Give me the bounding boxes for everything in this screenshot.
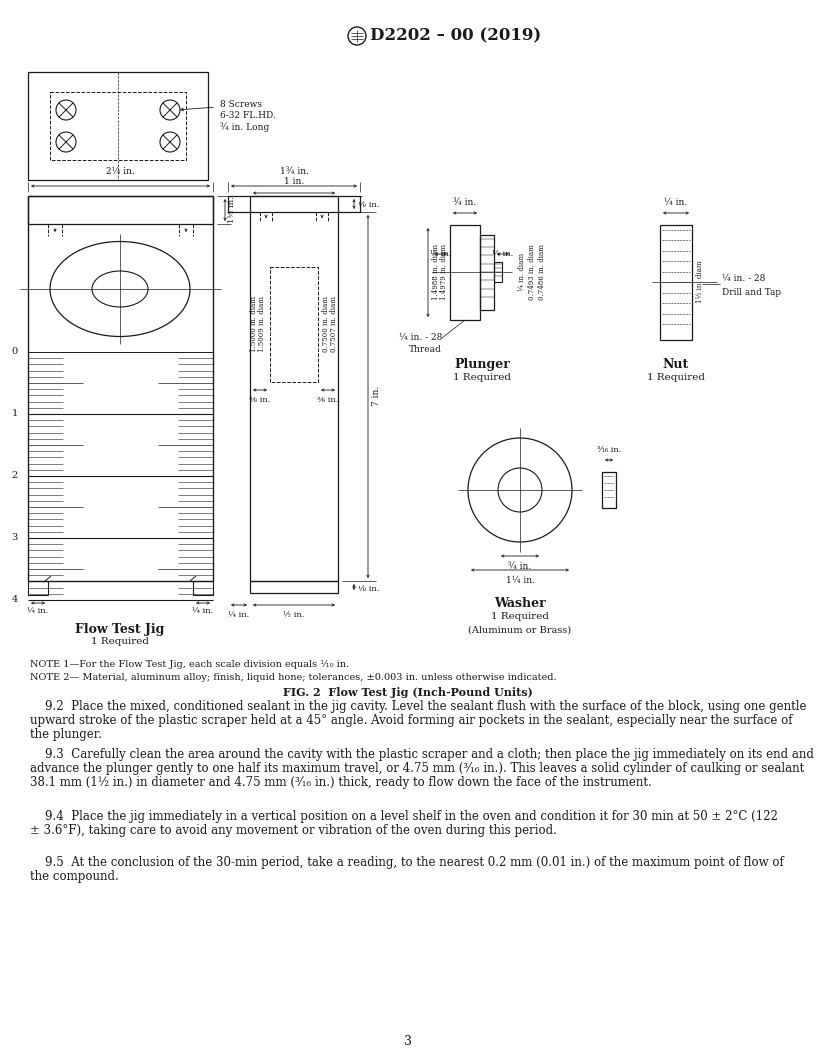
Bar	[494, 262, 502, 282]
Text: Nut: Nut	[663, 358, 690, 371]
Text: 9.5  At the conclusion of the 30-min period, take a reading, to the nearest 0.2 : 9.5 At the conclusion of the 30-min peri…	[30, 856, 783, 869]
Bar	[270, 267, 318, 382]
Bar	[28, 196, 213, 224]
Text: Plunger: Plunger	[454, 358, 510, 371]
Text: 1¾ in.: 1¾ in.	[280, 167, 308, 176]
Text: 9.2  Place the mixed, conditioned sealant in the jig cavity. Level the sealant f: 9.2 Place the mixed, conditioned sealant…	[30, 700, 806, 713]
Text: ± 3.6°F), taking care to avoid any movement or vibration of the oven during this: ± 3.6°F), taking care to avoid any movem…	[30, 824, 557, 837]
Text: 8 Screws: 8 Screws	[220, 100, 262, 109]
Text: 1 Required: 1 Required	[491, 612, 549, 621]
Text: the compound.: the compound.	[30, 870, 119, 883]
Text: D2202 – 00 (2019): D2202 – 00 (2019)	[370, 27, 541, 44]
Text: FIG. 2  Flow Test Jig (Inch-Pound Units): FIG. 2 Flow Test Jig (Inch-Pound Units)	[283, 687, 533, 698]
Text: 1 Required: 1 Required	[647, 373, 705, 382]
Bar	[250, 196, 338, 581]
Text: 9.4  Place the jig immediately in a vertical position on a level shelf in the ov: 9.4 Place the jig immediately in a verti…	[30, 810, 778, 823]
Bar	[50, 92, 186, 161]
Text: ¼ in.: ¼ in.	[228, 611, 250, 619]
Text: 2¼ in.: 2¼ in.	[105, 167, 135, 176]
Text: 3: 3	[404, 1035, 412, 1048]
Bar	[193, 581, 213, 595]
Text: 1½ in. diam: 1½ in. diam	[696, 261, 704, 303]
Text: 1.4979 in. diam: 1.4979 in. diam	[440, 244, 448, 300]
Text: ¼ in. diam: ¼ in. diam	[518, 253, 526, 291]
Text: 4: 4	[11, 596, 18, 604]
Text: ¼ in.: ¼ in.	[664, 199, 688, 207]
Text: 1.5009 in. diam: 1.5009 in. diam	[258, 296, 266, 352]
Text: advance the plunger gently to one half its maximum travel, or 4.75 mm (³⁄₁₆ in.): advance the plunger gently to one half i…	[30, 762, 805, 775]
Text: 1.4988 in. diam: 1.4988 in. diam	[432, 244, 440, 300]
Text: 1.5000 in. diam: 1.5000 in. diam	[250, 296, 258, 352]
Text: 0.7500 in. diam: 0.7500 in. diam	[322, 296, 330, 352]
Text: upward stroke of the plastic scraper held at a 45° angle. Avoid forming air pock: upward stroke of the plastic scraper hel…	[30, 714, 792, 727]
Bar	[480, 235, 494, 310]
Text: ¾ in.: ¾ in.	[454, 199, 477, 207]
Text: ¼ in.: ¼ in.	[430, 250, 451, 258]
Bar	[28, 581, 48, 595]
Text: Washer: Washer	[494, 597, 546, 610]
Text: the plunger.: the plunger.	[30, 728, 102, 741]
Text: ¼ in.: ¼ in.	[492, 250, 513, 258]
Text: ¼ in.: ¼ in.	[28, 607, 49, 615]
Text: 1¼ in.: 1¼ in.	[505, 576, 534, 585]
Text: ⅛ in.: ⅛ in.	[358, 585, 379, 593]
Text: Thread: Thread	[410, 345, 442, 355]
Text: 6-32 FL.HD.: 6-32 FL.HD.	[220, 111, 276, 120]
Bar	[228, 196, 360, 212]
Text: NOTE 1—For the Flow Test Jig, each scale division equals ¹⁄₁₀ in.: NOTE 1—For the Flow Test Jig, each scale…	[30, 660, 349, 670]
Bar	[660, 225, 692, 340]
Bar	[450, 225, 480, 320]
Text: Flow Test Jig: Flow Test Jig	[75, 623, 165, 636]
Text: ³⁄₁₆ in.: ³⁄₁₆ in.	[596, 446, 621, 454]
Text: (Aluminum or Brass): (Aluminum or Brass)	[468, 626, 571, 635]
Bar	[250, 581, 338, 593]
Text: 1 in.: 1 in.	[284, 177, 304, 186]
Text: 0.7507 in. diam: 0.7507 in. diam	[330, 296, 338, 352]
Text: 1: 1	[11, 410, 18, 418]
Text: 2: 2	[11, 471, 18, 480]
Text: ¾ in. Long: ¾ in. Long	[220, 122, 269, 132]
Text: NOTE 2— Material, aluminum alloy; finish, liquid hone; tolerances, ±0.003 in. un: NOTE 2— Material, aluminum alloy; finish…	[30, 673, 557, 682]
Text: ¾ in.: ¾ in.	[508, 562, 532, 571]
Text: ¼ in.: ¼ in.	[193, 607, 214, 615]
Text: ⅛ in.: ⅛ in.	[358, 201, 379, 209]
Text: ½ in.: ½ in.	[283, 611, 304, 619]
Text: 1 Required: 1 Required	[453, 373, 511, 382]
Text: 1 Required: 1 Required	[91, 637, 149, 646]
Text: 3: 3	[11, 533, 18, 543]
Text: ⅜ in.: ⅜ in.	[250, 396, 271, 404]
Text: 9.3  Carefully clean the area around the cavity with the plastic scraper and a c: 9.3 Carefully clean the area around the …	[30, 748, 814, 761]
Text: ¼ in. - 28: ¼ in. - 28	[399, 334, 442, 342]
Text: 0.7493 in. diam: 0.7493 in. diam	[528, 244, 536, 300]
Text: 1½ in.: 1½ in.	[228, 196, 236, 224]
Text: 38.1 mm (1½ in.) in diameter and 4.75 mm (³⁄₁₆ in.) thick, ready to flow down th: 38.1 mm (1½ in.) in diameter and 4.75 mm…	[30, 776, 652, 789]
Text: 0: 0	[12, 347, 18, 357]
Bar	[602, 472, 616, 508]
Text: ⅜ in.: ⅜ in.	[317, 396, 339, 404]
Bar	[28, 72, 208, 180]
Text: ¼ in. - 28: ¼ in. - 28	[722, 274, 765, 283]
Text: 7 in.: 7 in.	[372, 385, 381, 407]
Text: 0.7486 in. diam: 0.7486 in. diam	[538, 244, 546, 300]
Bar	[28, 196, 213, 581]
Text: Drill and Tap: Drill and Tap	[722, 288, 781, 297]
